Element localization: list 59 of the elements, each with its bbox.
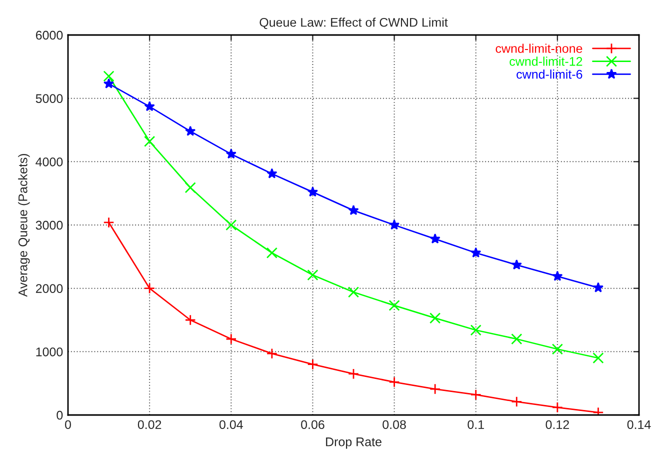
point (552, 270, 563, 281)
x-tick-label: 0.02 (138, 420, 162, 430)
point (103, 78, 114, 88)
point (388, 376, 400, 388)
point (348, 286, 360, 298)
point (470, 324, 482, 336)
point (144, 101, 155, 112)
legend-label: cwnd-limit-12 (510, 56, 582, 66)
point (552, 402, 563, 413)
point (185, 126, 196, 136)
y-tick-label: 3000 (36, 220, 63, 230)
y-tick-label: 6000 (36, 30, 63, 40)
point (470, 389, 482, 400)
point (388, 300, 400, 311)
point (430, 312, 441, 324)
point (430, 233, 440, 244)
point (511, 259, 522, 270)
point (266, 348, 278, 360)
chart-title: Queue Law: Effect of CWND Limit (260, 18, 448, 30)
y-axis-title: Average Queue (Packets) (18, 154, 30, 297)
legend-label: cwnd-limit-6 (516, 70, 582, 79)
point (144, 282, 156, 294)
y-tick-label: 2000 (36, 284, 63, 293)
point (307, 358, 318, 370)
point (552, 344, 563, 355)
y-tick-label: 0 (56, 410, 63, 420)
legend-label: cwnd-limit-none (496, 44, 582, 53)
x-tick-label: 0.12 (546, 420, 569, 430)
point (307, 186, 318, 197)
point (511, 333, 522, 345)
point (103, 70, 114, 82)
x-tick-label: 0 (65, 420, 71, 430)
point (103, 216, 114, 228)
x-tick-label: 0.04 (219, 420, 243, 430)
point (226, 219, 237, 231)
point (266, 247, 278, 258)
point (184, 314, 196, 326)
point (511, 396, 522, 408)
y-tick-label: 1000 (36, 347, 63, 356)
point (388, 219, 400, 230)
x-tick-label: 0.14 (627, 420, 651, 430)
point (226, 148, 236, 159)
point (348, 204, 359, 216)
x-tick-label: 0.06 (301, 420, 324, 430)
point (348, 368, 360, 380)
point (266, 168, 278, 178)
x-tick-label: 0.08 (382, 420, 406, 430)
point (184, 182, 196, 194)
y-tick-label: 4000 (36, 157, 63, 166)
x-tick-label: 0.1 (468, 420, 484, 430)
point (470, 247, 482, 258)
point (144, 136, 156, 147)
x-axis-title: Drop Rate (326, 438, 382, 449)
point (226, 333, 237, 345)
point (592, 282, 604, 292)
y-tick-label: 5000 (36, 94, 63, 103)
point (592, 352, 604, 364)
point (430, 383, 441, 395)
point (307, 269, 318, 281)
